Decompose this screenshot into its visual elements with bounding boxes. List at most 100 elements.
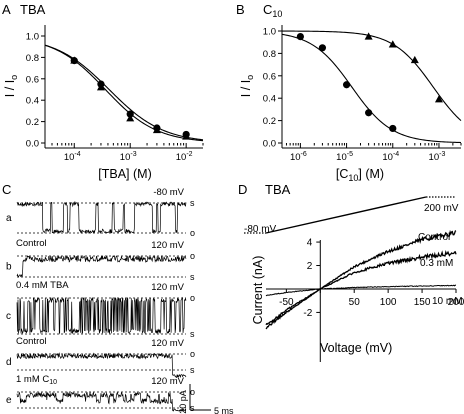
panel-a-axes — [44, 25, 203, 149]
data-point-circle — [365, 109, 373, 117]
xtick-label: 10-4 — [64, 151, 81, 163]
xtick-label: 150 — [414, 297, 431, 308]
panel-d-title: TBA — [265, 182, 291, 197]
panel-d-xlabel: Voltage (mV) — [320, 341, 392, 355]
panel-letter-a: A — [2, 2, 11, 17]
ytick-label: 0.0 — [263, 139, 276, 150]
current-trace — [16, 352, 187, 379]
trace-condition-label: 0.4 mM TBA — [16, 280, 69, 291]
xtick-label: 10-3 — [429, 151, 446, 163]
data-point-triangle — [152, 125, 161, 134]
ytick-label: 0.6 — [263, 71, 276, 82]
trace-condition-label: 1 mM C10 — [16, 374, 57, 386]
xtick-label: 50 — [349, 297, 361, 308]
panel-b-title: C10 — [263, 2, 282, 19]
ytick-label: -2 — [303, 308, 312, 319]
ramp-end-label: 200 mV — [424, 203, 459, 214]
ytick-label: 0.8 — [26, 53, 39, 64]
level-label: o — [190, 349, 195, 359]
xtick-label: -50 — [279, 297, 294, 308]
current-trace — [16, 254, 187, 278]
panel-letter-c: C — [2, 182, 11, 197]
trace-row-label: e — [6, 395, 12, 406]
trace-voltage-label: 120 mV — [151, 240, 184, 251]
ytick-label: 1.0 — [26, 32, 39, 43]
scalebar-current-label: 20 pA — [178, 390, 188, 414]
ytick-label: 0.4 — [26, 96, 39, 107]
data-point-triangle — [388, 40, 397, 48]
ytick-label: 4 — [307, 238, 313, 249]
fit-curve — [44, 44, 204, 141]
level-label: o — [190, 293, 195, 303]
current-trace — [16, 391, 187, 412]
panel-b-ylabel: I / Io — [239, 75, 255, 97]
panel-letter-b: B — [236, 2, 245, 17]
trace-voltage-label: 120 mV — [151, 282, 184, 293]
current-trace — [16, 296, 187, 335]
data-point-triangle — [434, 95, 443, 103]
data-point-triangle — [96, 83, 105, 91]
data-point-circle — [126, 110, 134, 118]
level-label: o — [190, 387, 195, 397]
xtick-label: 10-5 — [336, 151, 353, 163]
iv-curve — [265, 229, 457, 330]
panel-letter-d: D — [238, 182, 247, 197]
level-label: o — [190, 228, 195, 238]
fit-curve — [44, 44, 204, 142]
iv-curve — [265, 249, 457, 326]
xtick-label: 10-2 — [176, 151, 193, 163]
panel-b-xlabel: [C10] (M) — [336, 167, 384, 183]
iv-curve — [265, 284, 457, 297]
level-label: s — [190, 198, 195, 208]
panel-a-plot: 0.0 0.2 0.4 0.6 0.8 1.0 10-4 10-3 10-2 — [26, 32, 204, 163]
ytick-label: 2 — [307, 261, 313, 272]
fit-curve — [282, 30, 462, 122]
trace-row-label: a — [6, 213, 12, 224]
ytick-label: 0.8 — [263, 49, 276, 60]
trace-row-label: b — [6, 262, 12, 273]
data-point-triangle — [70, 56, 79, 64]
panel-b-plot: 0.0 0.2 0.4 0.6 0.8 1.0 10-6 10-5 10-4 10-3 — [263, 27, 462, 163]
level-label: o — [190, 251, 195, 261]
data-point-triangle — [410, 55, 419, 64]
xtick-label: 100 — [380, 297, 397, 308]
data-point-triangle — [364, 32, 373, 40]
level-label: s — [190, 365, 195, 375]
ytick-label: 0.4 — [263, 94, 276, 105]
panel-a-ylabel: I / Io — [3, 75, 19, 97]
data-point-circle — [296, 33, 304, 41]
data-point-triangle — [126, 114, 135, 122]
series-label: 10 mM — [432, 296, 463, 307]
xtick-label: 10-6 — [290, 151, 307, 163]
trace-row-label: d — [6, 357, 12, 368]
xtick-label: 200 — [448, 297, 464, 308]
panel-d-ylabel: Current (nA) — [251, 256, 265, 325]
series-label: Control — [418, 232, 450, 243]
trace-condition-label: Control — [16, 336, 47, 347]
ytick-label: 1.0 — [263, 27, 276, 38]
panel-a-title: TBA — [20, 2, 46, 17]
voltage-ramp — [265, 196, 427, 234]
panel-d-plot: -80 mV 200 mV -50 50 100 150 200 -2 2 4 Control 0.3… — [244, 196, 464, 362]
trace-condition-label: Control — [16, 238, 47, 249]
level-label: s — [190, 403, 195, 413]
ytick-label: 0.2 — [263, 116, 276, 127]
ramp-start-label: -80 mV — [244, 224, 277, 235]
data-point-circle — [389, 124, 397, 133]
data-point-circle — [342, 81, 351, 89]
trace-voltage-label: 120 mV — [151, 376, 184, 387]
current-trace — [16, 200, 187, 235]
ytick-label: 0.0 — [26, 139, 39, 150]
trace-row-label: c — [6, 311, 11, 322]
data-point-circle — [318, 44, 327, 52]
panel-a-xlabel: [TBA] (M) — [98, 167, 151, 181]
scalebar-time-label: 5 ms — [214, 406, 234, 414]
ytick-label: 0.6 — [26, 74, 39, 85]
ytick-label: 0.2 — [26, 117, 39, 128]
level-label: s — [190, 329, 195, 339]
data-point-triangle — [182, 132, 191, 140]
trace-voltage-label: -80 mV — [153, 187, 184, 198]
xtick-label: 10-4 — [382, 151, 399, 163]
